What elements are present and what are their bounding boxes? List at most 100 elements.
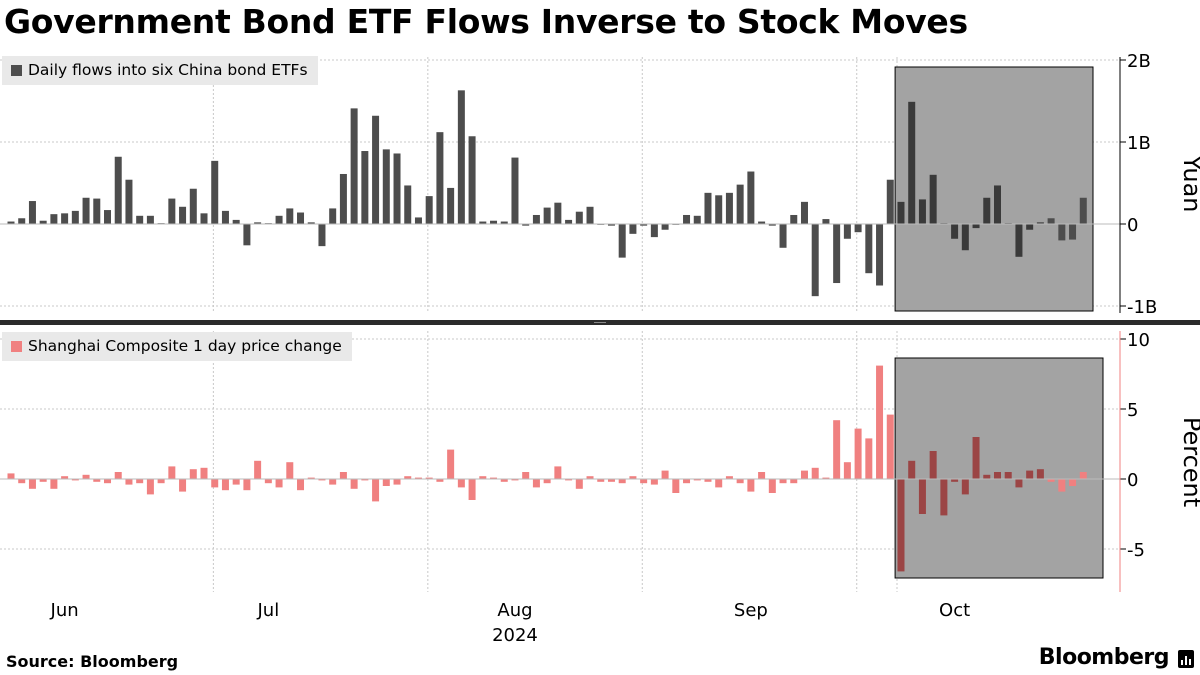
flow-bar (790, 214, 798, 224)
flow-bar (500, 221, 508, 224)
price-change-bar (800, 470, 808, 479)
flow-bar (28, 201, 36, 224)
flow-bar (565, 219, 573, 224)
flow-bar (114, 156, 122, 224)
price-change-bar (339, 472, 347, 479)
flow-bar (575, 211, 583, 224)
flow-bar (179, 206, 187, 224)
price-change-bar (1015, 479, 1023, 488)
flow-bar (929, 174, 937, 224)
flow-bar (640, 224, 648, 226)
flow-bar (843, 224, 851, 239)
price-change-bar (61, 476, 69, 479)
price-change-bar (522, 472, 530, 479)
price-change-bar (82, 474, 90, 479)
flow-bar (168, 198, 176, 224)
flow-bar (522, 224, 530, 226)
flow-bar (200, 213, 208, 224)
y-tick-label: 1B (1127, 133, 1151, 154)
flow-bar (490, 220, 498, 224)
price-change-bar (93, 479, 101, 482)
price-change-bar (318, 479, 326, 481)
price-change-bar (157, 479, 165, 484)
legend-label-flows: Daily flows into six China bond ETFs (28, 61, 308, 79)
bloomberg-terminal-icon (1178, 650, 1194, 668)
price-change-bar (843, 462, 851, 479)
price-change-bar (125, 479, 133, 485)
y-tick-label: -5 (1127, 540, 1145, 561)
price-change-bar (18, 479, 26, 484)
price-change-bar (715, 479, 723, 488)
price-change-bar (254, 460, 262, 479)
flow-bar (543, 207, 551, 224)
flow-bar (372, 115, 380, 224)
flow-bar (382, 149, 390, 224)
price-change-bar (811, 467, 819, 479)
price-change-bar (1047, 479, 1055, 482)
x-tick-label: Aug (497, 600, 532, 621)
flow-bar (747, 171, 755, 224)
flow-bar (886, 179, 894, 224)
flow-bar (436, 132, 444, 224)
price-change-bar (479, 476, 487, 479)
x-tick-label: Oct (939, 600, 970, 621)
price-change-bar (854, 428, 862, 479)
flow-bar (243, 224, 251, 246)
price-change-bar (1036, 469, 1044, 479)
flow-bar (393, 153, 401, 224)
flow-bar (1036, 222, 1044, 224)
flow-bar (1058, 224, 1066, 241)
chart-title: Government Bond ETF Flows Inverse to Sto… (4, 2, 968, 41)
y-tick-label: 0 (1127, 215, 1138, 236)
flow-bar (650, 224, 658, 238)
flow-bar (71, 210, 79, 224)
flow-bar (833, 224, 841, 284)
price-change-bar (414, 477, 422, 479)
price-change-bar (790, 479, 798, 484)
price-change-bar (833, 420, 841, 479)
flow-bar (457, 90, 465, 224)
x-tick-label: Jul (256, 600, 279, 621)
flow-bar (307, 222, 315, 224)
price-change-bar (704, 479, 712, 482)
flow-bar (554, 202, 562, 224)
flow-bar (93, 198, 101, 224)
price-change-bar (393, 479, 401, 485)
flow-bar (329, 208, 337, 224)
price-change-bar (822, 477, 830, 479)
price-change-bar (897, 479, 905, 572)
legend-swatch-stock (11, 341, 22, 352)
price-change-bar (693, 479, 701, 481)
price-change-bar (929, 451, 937, 479)
flow-bar (715, 195, 723, 224)
flow-bar (1015, 224, 1023, 257)
source-note: Source: Bloomberg (6, 652, 179, 671)
price-change-bar (1069, 479, 1077, 486)
flow-bar (136, 215, 144, 224)
flow-bar (511, 157, 519, 224)
y-tick-label: 10 (1127, 330, 1150, 351)
flow-bar (350, 108, 358, 224)
price-change-bar (404, 476, 412, 479)
price-change-bar (457, 479, 465, 488)
price-change-bar (264, 479, 272, 484)
price-change-bar (747, 479, 755, 492)
price-change-bar (908, 460, 916, 479)
flow-bar (297, 212, 305, 224)
flow-bar (972, 224, 980, 229)
flow-bar (629, 224, 637, 234)
legend-flows: Daily flows into six China bond ETFs (2, 56, 318, 85)
flow-bar (404, 185, 412, 224)
price-change-bar (50, 479, 58, 489)
price-change-bar (886, 414, 894, 479)
flow-bar (779, 224, 787, 248)
price-change-bar (232, 479, 240, 485)
flow-bar (704, 192, 712, 224)
flow-bar (125, 179, 133, 224)
flow-bar (768, 224, 776, 226)
flow-bar (983, 197, 991, 224)
flow-bar (683, 214, 691, 224)
price-change-bar (779, 479, 787, 484)
price-change-bar (168, 466, 176, 479)
